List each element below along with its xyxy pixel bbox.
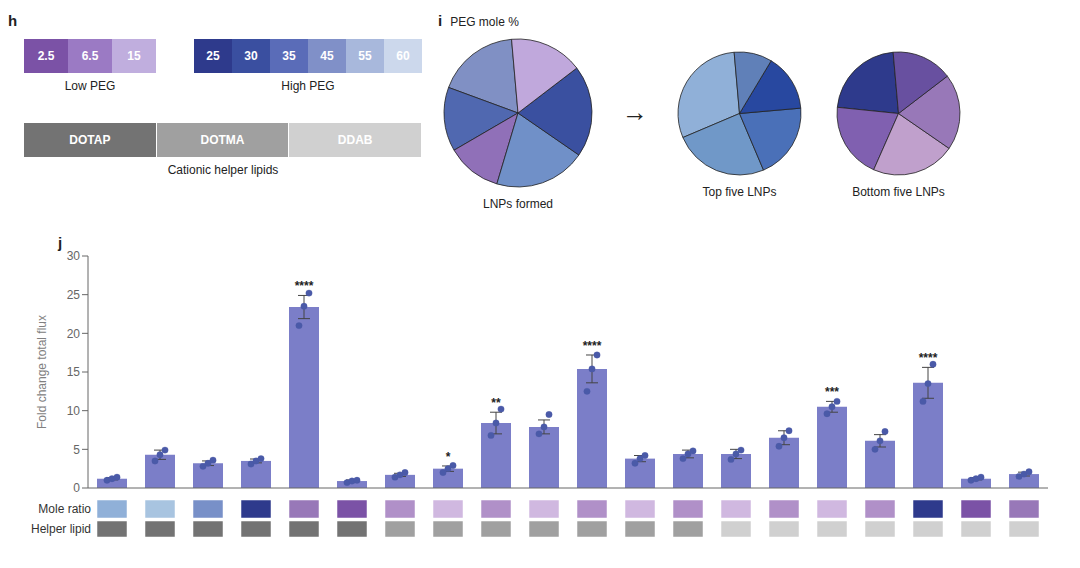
html-text:6.5: 6.5 xyxy=(81,49,99,63)
html-text:45: 45 xyxy=(320,49,334,63)
svg-text:***: *** xyxy=(825,385,839,399)
html-text:h: h xyxy=(8,12,18,29)
html-text:DDAB: DDAB xyxy=(337,133,373,147)
html-text:LNPs formed: LNPs formed xyxy=(483,197,553,211)
html-text:25: 25 xyxy=(206,49,220,63)
svg-text:Fold change total flux: Fold change total flux xyxy=(35,315,49,429)
html-text:Low PEG: Low PEG xyxy=(64,79,116,93)
svg-text:0: 0 xyxy=(73,481,80,495)
html-text:15: 15 xyxy=(127,49,141,63)
html-text:DOTMA: DOTMA xyxy=(200,133,245,147)
html-text:60: 60 xyxy=(396,49,410,63)
svg-text:10: 10 xyxy=(67,404,81,418)
svg-text:****: **** xyxy=(919,351,938,365)
html-text:Bottom five LNPs: Bottom five LNPs xyxy=(852,184,945,199)
html-text:35: 35 xyxy=(282,49,296,63)
svg-text:****: **** xyxy=(583,339,602,353)
svg-text:Mole ratio: Mole ratio xyxy=(38,502,91,516)
html-text:PEG mole %: PEG mole % xyxy=(450,15,519,29)
html-text:2.5: 2.5 xyxy=(37,49,55,63)
svg-text:*: * xyxy=(446,450,451,464)
html-text:j: j xyxy=(58,234,63,251)
svg-text:****: **** xyxy=(295,279,314,293)
svg-text:5: 5 xyxy=(73,443,80,457)
svg-text:30: 30 xyxy=(67,249,81,263)
svg-text:**: ** xyxy=(491,396,501,410)
svg-text:25: 25 xyxy=(67,288,81,302)
html-text:DOTAP: DOTAP xyxy=(69,133,111,147)
html-text:i: i xyxy=(438,12,443,29)
html-text:Top five LNPs: Top five LNPs xyxy=(702,184,777,199)
html-text:30: 30 xyxy=(244,49,258,63)
svg-text:20: 20 xyxy=(67,327,81,341)
svg-text:15: 15 xyxy=(67,365,81,379)
html-text:55: 55 xyxy=(358,49,372,63)
svg-text:Helper lipid: Helper lipid xyxy=(31,522,91,536)
html-text:High PEG: High PEG xyxy=(281,79,335,93)
html-text:Cationic helper lipids: Cationic helper lipids xyxy=(167,163,279,177)
